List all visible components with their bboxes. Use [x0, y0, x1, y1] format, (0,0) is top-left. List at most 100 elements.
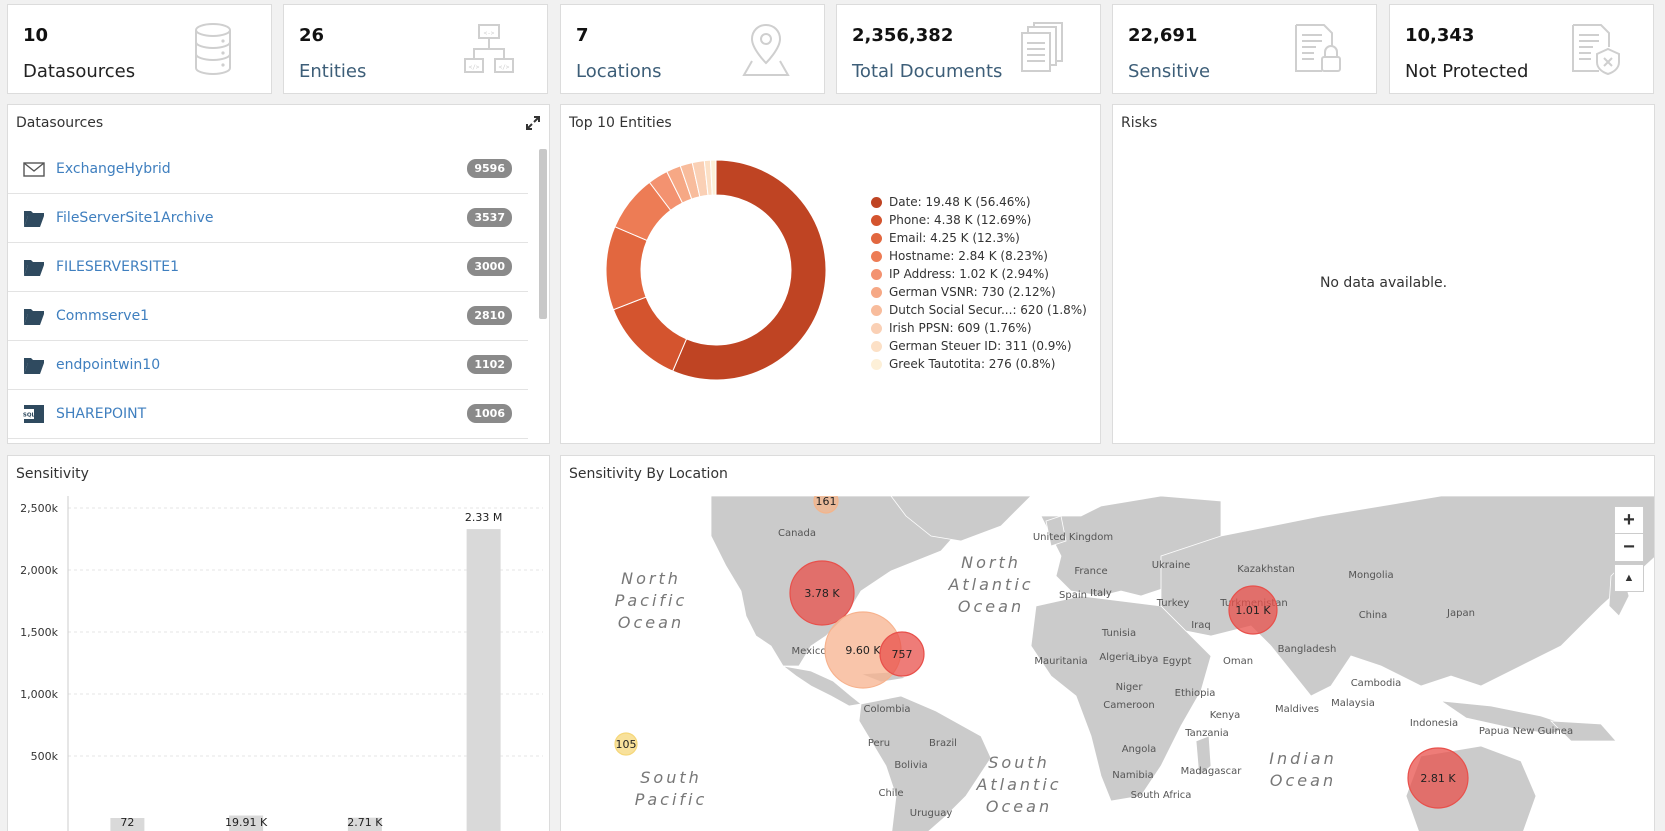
kpi-label: Locations	[576, 61, 662, 82]
datasource-item[interactable]: Commserve1 2810	[8, 292, 528, 341]
kpi-card-sensitive[interactable]: 22,691 Sensitive	[1112, 4, 1377, 94]
legend-swatch	[871, 251, 882, 262]
kpi-value: 22,691	[1128, 25, 1198, 46]
location-bubble[interactable]	[813, 496, 839, 514]
location-bubble[interactable]	[789, 560, 855, 626]
legend-item[interactable]: Irish PPSN: 609 (1.76%)	[871, 319, 1087, 337]
legend-item[interactable]: Date: 19.48 K (56.46%)	[871, 193, 1087, 211]
datasource-item[interactable]: SQL SHAREPOINT 1006	[8, 390, 528, 439]
country-label: Turkey	[1156, 598, 1190, 609]
bar-data-label: 2.33 M	[465, 511, 502, 524]
kpi-card-not-protected[interactable]: 10,343 Not Protected	[1389, 4, 1654, 94]
kpi-card-datasources[interactable]: 10 Datasources	[7, 4, 272, 94]
datasource-name[interactable]: ExchangeHybrid	[56, 161, 171, 177]
bar[interactable]	[110, 817, 145, 831]
country-label: Indonesia	[1410, 718, 1458, 729]
donut-slice[interactable]	[672, 159, 827, 381]
legend-item[interactable]: IP Address: 1.02 K (2.94%)	[871, 265, 1087, 283]
bubble-label: 9.60 K	[845, 644, 881, 657]
kpi-label: Sensitive	[1128, 61, 1211, 82]
datasource-item[interactable]: endpointwin10 1102	[8, 341, 528, 390]
country-label: Iraq	[1191, 620, 1211, 631]
legend-swatch	[871, 233, 882, 244]
datasource-name[interactable]: FileServerSite1Archive	[56, 210, 214, 226]
legend-item[interactable]: Email: 4.25 K (12.3%)	[871, 229, 1087, 247]
kpi-card-locations[interactable]: 7 Locations	[560, 4, 825, 94]
donut-slice[interactable]	[709, 159, 717, 196]
legend-item[interactable]: German VSNR: 730 (2.12%)	[871, 283, 1087, 301]
bubble-label: 757	[892, 648, 913, 661]
risks-panel: Risks No data available.	[1112, 104, 1655, 444]
legend-label: Phone: 4.38 K (12.69%)	[889, 213, 1032, 227]
svg-text:</>: </>	[469, 64, 480, 71]
kpi-value: 10	[23, 25, 49, 46]
kpi-card-entities[interactable]: 26 Entities <-> </> </>	[283, 4, 548, 94]
kpi-card-total-documents[interactable]: 2,356,382 Total Documents	[836, 4, 1101, 94]
country-label: Papua New Guinea	[1479, 726, 1573, 737]
scrollbar[interactable]	[539, 149, 547, 319]
datasource-count-badge: 9596	[467, 159, 512, 178]
legend-label: Greek Tautotita: 276 (0.8%)	[889, 357, 1056, 371]
zoom-in-button[interactable]: +	[1614, 506, 1644, 534]
legend-item[interactable]: Phone: 4.38 K (12.69%)	[871, 211, 1087, 229]
bar[interactable]	[229, 815, 264, 831]
country-label: Bangladesh	[1278, 644, 1337, 655]
datasource-name[interactable]: SHAREPOINT	[56, 406, 147, 422]
legend-swatch	[871, 287, 882, 298]
legend-item[interactable]: German Steuer ID: 311 (0.9%)	[871, 337, 1087, 355]
legend-label: German VSNR: 730 (2.12%)	[889, 285, 1056, 299]
legend-swatch	[871, 197, 882, 208]
kpi-value: 26	[299, 25, 325, 46]
kpi-label: Entities	[299, 61, 367, 82]
datasource-item[interactable]: FILESERVERSITE1 3000	[8, 243, 528, 292]
bar-data-label: 19.91 K	[225, 816, 268, 829]
svg-text:</>: </>	[499, 64, 510, 71]
unprotected-document-icon	[1572, 24, 1620, 76]
legend-swatch	[871, 215, 882, 226]
legend-label: Hostname: 2.84 K (8.23%)	[889, 249, 1048, 263]
country-label: Madagascar	[1181, 766, 1243, 777]
datasource-name[interactable]: endpointwin10	[56, 357, 161, 373]
datasource-count-badge: 3537	[467, 208, 512, 227]
database-icon	[195, 23, 231, 76]
locked-document-icon	[1295, 24, 1341, 72]
panel-title: Risks	[1121, 115, 1158, 131]
datasource-count-badge: 1102	[467, 355, 512, 374]
datasource-item[interactable]: ExchangeHybrid 9596	[8, 145, 528, 194]
bar-data-label: 72	[120, 816, 134, 829]
expand-icon[interactable]	[525, 115, 541, 131]
datasource-item[interactable]: FileServerSite1Archive 3537	[8, 194, 528, 243]
bar[interactable]	[347, 817, 382, 831]
datasource-name[interactable]: Commserve1	[56, 308, 150, 324]
donut-slice[interactable]	[605, 226, 648, 311]
location-bubble[interactable]	[879, 631, 925, 677]
location-bubble[interactable]	[1228, 585, 1278, 635]
documents-icon	[1021, 22, 1063, 72]
country-label: Oman	[1223, 656, 1253, 667]
legend-item[interactable]: Greek Tautotita: 276 (0.8%)	[871, 355, 1087, 373]
legend-swatch	[871, 359, 882, 370]
location-bubble[interactable]	[614, 732, 638, 756]
bubble-label: 105	[616, 738, 637, 751]
country-label: United Kingdom	[1033, 532, 1113, 543]
donut-slice[interactable]	[612, 296, 688, 372]
kpi-value: 10,343	[1405, 25, 1475, 46]
entities-donut-chart	[605, 159, 827, 381]
sensitivity-bar-chart: 500k 1,000k 1,500k 2,000k 2,500k 72 19.91 K 2.7…	[20, 496, 543, 831]
zoom-out-button[interactable]: −	[1614, 534, 1644, 562]
country-label: Japan	[1446, 608, 1475, 619]
country-label: France	[1074, 566, 1107, 577]
datasources-panel: Datasources ExchangeHybrid 9596 FileServ…	[7, 104, 550, 444]
bar[interactable]	[466, 529, 501, 831]
country-label: Ethiopia	[1175, 688, 1216, 699]
reset-north-button[interactable]: ▲	[1614, 564, 1644, 592]
datasource-name[interactable]: FILESERVERSITE1	[56, 259, 179, 275]
bubble-label: 3.78 K	[804, 587, 840, 600]
folder-icon	[24, 260, 44, 276]
kpi-value: 2,356,382	[852, 25, 954, 46]
legend-item[interactable]: Hostname: 2.84 K (8.23%)	[871, 247, 1087, 265]
legend-item[interactable]: Dutch Social Secur...: 620 (1.8%)	[871, 301, 1087, 319]
location-bubble[interactable]	[1407, 747, 1469, 809]
ocean-labels: North Pacific Ocean North Atlantic Ocean South…	[615, 553, 1334, 816]
